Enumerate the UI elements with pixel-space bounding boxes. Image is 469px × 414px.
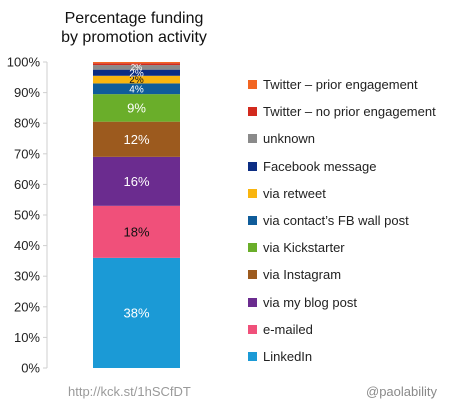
legend-label: Twitter – no prior engagement [263,104,436,120]
chart-title-line-2: by promotion activity [61,29,207,46]
bar-segment-8 [93,65,180,70]
y-tick-label: 40% [14,238,40,253]
bar-segment-10 [93,62,180,64]
bar-segment-7 [93,69,180,76]
bar-segment-4 [93,94,180,122]
bar-data-label-6: 2% [129,75,144,86]
legend-item: Twitter – prior engagement [248,71,436,98]
bar-segment-0 [93,257,180,368]
author-handle: @paolability [366,384,438,399]
legend-swatch [248,188,257,198]
chart-title-line-1: Percentage funding [65,10,204,27]
legend-label: via retweet [263,185,326,201]
legend-label: via Instagram [263,267,342,283]
legend-label: Facebook message [263,158,377,174]
y-tick-label: 20% [14,299,40,314]
legend-label: via contact’s FB wall post [263,213,409,229]
bar-data-label-2: 16% [123,174,149,189]
legend-label: Twitter – prior engagement [263,77,418,93]
y-tick-label: 30% [14,269,40,284]
bar-data-label-8: 2% [131,63,143,72]
legend-item: via retweet [248,180,436,207]
legend-label: via Kickstarter [263,240,345,256]
bar-segment-5 [93,83,180,95]
legend-item: via Instagram [248,261,436,288]
bar-data-label-7: 2% [129,68,144,79]
legend-label: unknown [263,131,316,147]
bar-segments [93,62,180,368]
legend-swatch [248,107,257,117]
bar-data-label-0: 38% [123,306,149,321]
bar-data-labels: 38%18%16%12%9%4%2%2%2% [123,63,149,320]
legend-swatch [248,216,257,226]
bar-segment-3 [93,121,180,157]
legend-swatch [248,161,257,171]
legend-swatch [248,297,257,307]
y-tick-label: 50% [14,208,40,223]
legend-item: via contact’s FB wall post [248,207,436,234]
y-tick-label: 70% [14,146,40,161]
bar-segment-2 [93,156,180,206]
y-tick-label: 10% [14,330,40,345]
y-tick-label: 100% [7,55,41,70]
bar-data-label-5: 4% [129,84,144,95]
bar-data-label-4: 9% [127,101,146,116]
legend-swatch [248,351,257,361]
legend-swatch [248,243,257,253]
legend-swatch [248,324,257,334]
source-url: http://kck.st/1hSCfDT [68,384,191,399]
y-tick-label: 90% [14,85,40,100]
y-tick-label: 60% [14,177,40,192]
legend-item: unknown [248,125,436,152]
legend-swatch [248,134,257,144]
legend-label: LinkedIn [263,348,313,364]
legend-item: LinkedIn [248,343,436,370]
bar-segment-9 [93,63,180,66]
bar-data-label-3: 12% [123,132,149,147]
legend-label: e-mailed [263,321,313,337]
legend-swatch [248,270,257,280]
legend-label: via my blog post [263,294,357,310]
bar-data-label-1: 18% [123,225,149,240]
y-tick-label: 0% [21,361,40,376]
legend-item: via Kickstarter [248,234,436,261]
bar-segment-1 [93,205,180,258]
legend-item: e-mailed [248,316,436,343]
legend-item: Facebook message [248,153,436,180]
legend-item: Twitter – no prior engagement [248,98,436,125]
legend: Twitter – prior engagement Twitter – no p… [248,71,436,370]
y-tick-label: 80% [14,116,40,131]
legend-item: via my blog post [248,289,436,316]
legend-swatch [248,80,257,90]
y-axis-ticks: 0% 10% 20% 30% 40% 50% 60% 70% 80% 90% 100% [7,55,47,376]
bar-segment-6 [93,75,180,84]
